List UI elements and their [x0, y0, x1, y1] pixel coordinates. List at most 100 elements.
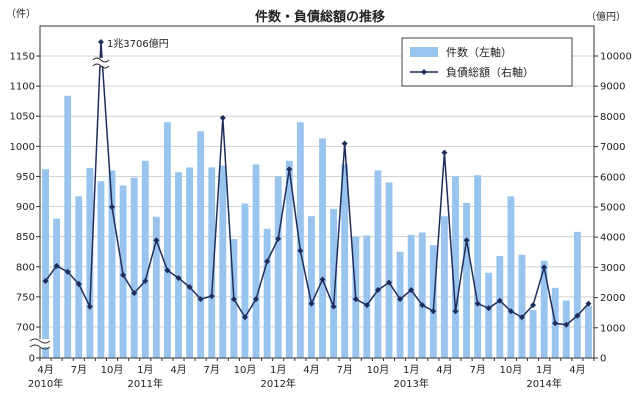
line-point: [230, 296, 237, 303]
line-point: [75, 281, 82, 288]
bar: [396, 251, 404, 358]
bar: [152, 216, 160, 358]
x-tick-label: 7月: [204, 364, 220, 376]
left-tick-label: 1000: [10, 142, 35, 153]
bar: [363, 235, 371, 358]
bar: [496, 255, 504, 358]
x-axis: 4月 7月 10月 1月 4月 7月 10月 1月 4月 7月 10月 1月 4月 7月 10月 1月 4月20…: [28, 358, 595, 390]
bar: [108, 170, 116, 358]
line-point: [352, 296, 359, 303]
right-tick-label: 3000: [600, 263, 625, 274]
bar: [296, 122, 304, 358]
bar: [474, 175, 482, 358]
line-break-gap: [92, 58, 109, 66]
bar: [562, 300, 570, 358]
left-tick-label: 750: [16, 292, 35, 303]
line-point: [241, 314, 248, 321]
right-tick-label: 6000: [600, 172, 625, 183]
right-axis-unit: （億円）: [586, 10, 626, 23]
x-tick-label: 1月: [137, 364, 153, 376]
bar: [197, 131, 205, 358]
line-point: [408, 287, 415, 294]
line-point: [186, 284, 193, 291]
bar: [252, 164, 260, 358]
line-point: [541, 264, 548, 271]
line-break-mark: [92, 63, 110, 69]
axis-break-gap: [30, 339, 50, 347]
left-tick-label: 700: [16, 323, 35, 334]
line-path: [44, 41, 590, 326]
line-point: [563, 321, 570, 328]
line-point: [552, 320, 559, 327]
bar: [418, 232, 426, 358]
line-point: [164, 267, 171, 274]
bar: [219, 165, 227, 358]
line-point: [430, 308, 437, 315]
x-tick-label: 7月: [337, 364, 353, 376]
bar: [86, 168, 94, 358]
bar: [319, 138, 326, 358]
line-point: [507, 308, 514, 315]
x-tick-label: 4月: [569, 364, 585, 376]
bar: [308, 216, 315, 358]
year-label: 2013年: [393, 377, 428, 390]
x-tick-label: 1月: [536, 364, 552, 376]
line-point: [308, 300, 315, 307]
bar: [540, 260, 548, 358]
line-point: [441, 149, 448, 156]
x-tick-label: 1月: [270, 364, 286, 376]
left-tick-label: 850: [16, 232, 35, 243]
line-point: [131, 290, 138, 297]
line-point: [42, 277, 49, 284]
line-point: [485, 305, 492, 312]
line-point: [463, 237, 470, 244]
line-point: [142, 277, 149, 284]
line-point: [175, 274, 182, 281]
line-point: [341, 140, 348, 147]
year-label: 2012年: [260, 377, 295, 390]
bar: [263, 228, 271, 358]
legend-bar-swatch: [410, 47, 438, 57]
bar: [64, 95, 72, 358]
peak-annotation: 1兆3706億円: [107, 37, 169, 50]
x-tick-label: 1月: [403, 364, 419, 376]
line-point: [286, 166, 293, 173]
bar: [186, 167, 194, 358]
left-tick-label: 950: [16, 172, 35, 183]
line-point: [253, 296, 260, 303]
bar: [440, 216, 448, 358]
line-point: [496, 297, 503, 304]
x-tick-label: 4月: [170, 364, 186, 376]
right-axis: 0 1000 2000 3000 4000 5000 6000 7000 8000 9000 100…: [594, 52, 632, 365]
annotation-layer: 1兆3706億円: [107, 37, 169, 50]
line-point: [275, 235, 282, 242]
line-point: [64, 268, 71, 275]
x-tick-label: 7月: [469, 364, 485, 376]
x-tick-label: 4月: [303, 364, 319, 376]
line-point: [86, 303, 93, 310]
bar: [407, 234, 415, 358]
line-point: [374, 287, 381, 294]
right-tick-label: 5000: [600, 203, 625, 214]
bar: [75, 196, 83, 358]
x-tick-label: 7月: [71, 364, 87, 376]
right-tick-label: 2000: [600, 293, 625, 304]
left-tick-label: 900: [16, 202, 35, 213]
axis-break-mark: [29, 338, 51, 344]
bar: [208, 167, 216, 358]
legend-line-label: 負債総額（右軸）: [446, 65, 534, 79]
bar: [163, 122, 171, 358]
line-point: [530, 302, 537, 309]
line-point: [109, 204, 116, 210]
bar: [518, 254, 526, 358]
x-tick-label: 10月: [234, 364, 257, 376]
legend: 件数（左軸） 負債総額（右軸）: [401, 37, 573, 87]
right-tick-label: 10000: [600, 52, 632, 63]
bar: [141, 160, 149, 358]
line-point: [330, 303, 337, 310]
bar: [330, 208, 338, 358]
bar: [385, 182, 393, 358]
line-point: [153, 237, 160, 244]
right-tick-label: 0: [600, 354, 606, 365]
